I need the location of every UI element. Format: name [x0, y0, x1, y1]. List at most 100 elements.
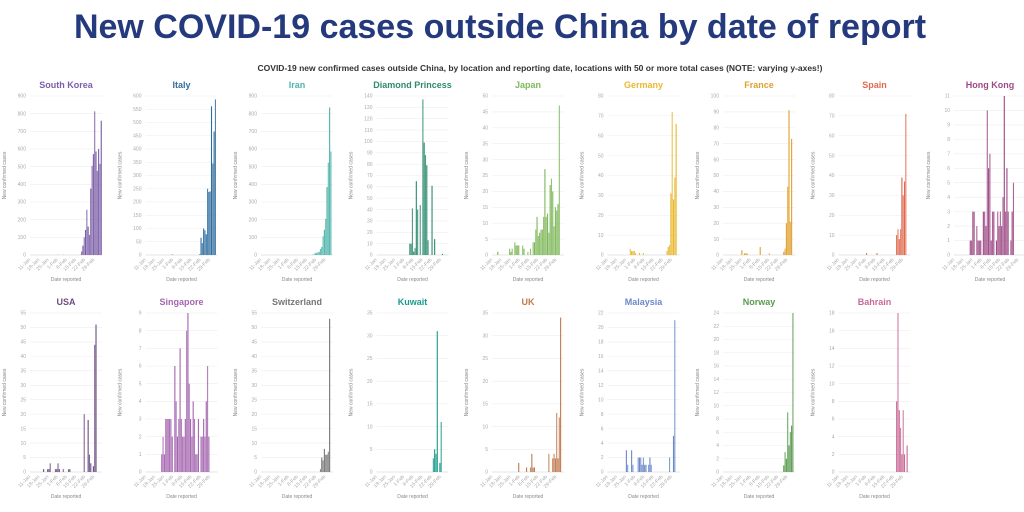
- y-tick-label: 0: [370, 470, 373, 476]
- bar: [993, 211, 995, 255]
- bar: [558, 417, 560, 472]
- y-tick-label: 40: [367, 207, 373, 213]
- bar: [83, 414, 85, 472]
- bar: [638, 253, 641, 255]
- y-axis-label: New confirmed cases: [2, 368, 8, 416]
- bar: [557, 204, 559, 255]
- y-tick-label: 30: [367, 219, 373, 225]
- bar: [67, 469, 70, 472]
- y-tick-label: 800: [249, 111, 258, 117]
- bar: [516, 245, 518, 255]
- bar: [426, 165, 428, 255]
- bar: [84, 229, 87, 255]
- bar: [554, 207, 556, 255]
- bar: [415, 181, 417, 255]
- y-axis-label: New confirmed cases: [464, 151, 470, 199]
- y-tick-label: 90: [713, 110, 719, 116]
- y-tick-label: 700: [249, 129, 258, 135]
- x-axis-label: Date reported: [975, 277, 1006, 283]
- bar: [1012, 182, 1015, 255]
- bar: [560, 317, 562, 472]
- bar: [90, 463, 92, 472]
- panel-france: France 0 10 20 30 40 50 60 70 80 90 100 New confirme…: [695, 80, 795, 283]
- bar: [329, 318, 331, 472]
- y-tick-label: 7: [139, 346, 142, 352]
- y-tick-label: 700: [18, 129, 27, 135]
- y-tick-label: 0: [832, 470, 835, 476]
- bar: [193, 419, 196, 472]
- bar: [213, 131, 215, 255]
- bar: [527, 251, 529, 255]
- bar: [200, 237, 202, 255]
- bar: [62, 469, 64, 472]
- bar: [1002, 197, 1004, 255]
- bar: [207, 188, 209, 255]
- bar: [207, 366, 209, 472]
- y-tick-label: 10: [829, 233, 835, 239]
- bar: [170, 419, 172, 472]
- y-tick-label: 0: [254, 470, 257, 476]
- bar: [327, 451, 329, 472]
- y-tick-label: 10: [944, 108, 950, 114]
- bar: [641, 464, 643, 472]
- bar: [330, 151, 332, 255]
- bar: [900, 427, 902, 472]
- bar: [640, 457, 642, 472]
- y-tick-label: 0: [370, 253, 373, 259]
- y-tick-label: 30: [367, 333, 373, 339]
- y-tick-label: 20: [482, 189, 488, 195]
- y-tick-label: 20: [251, 412, 257, 418]
- bar: [169, 419, 171, 472]
- bar: [319, 248, 322, 255]
- bar: [199, 254, 201, 255]
- y-tick-label: 16: [713, 364, 719, 370]
- panel-spain: Spain 0 10 20 30 40 50 60 70 80 New confirmed case…: [811, 80, 911, 283]
- y-tick-label: 500: [133, 120, 142, 126]
- bar: [434, 449, 436, 472]
- bar: [789, 432, 791, 472]
- bar: [537, 235, 539, 255]
- bar: [179, 348, 181, 472]
- panel-usa: USA 0 5 10 15 20 25 30 35 40 45 50 55 New confirmed c…: [2, 297, 102, 500]
- y-tick-label: 6: [139, 364, 142, 370]
- y-tick-label: 25: [251, 397, 257, 403]
- bar: [995, 240, 997, 255]
- y-tick-label: 3: [139, 417, 142, 423]
- y-tick-label: 50: [713, 173, 719, 179]
- bar: [92, 154, 94, 255]
- bar: [991, 211, 994, 255]
- y-tick-label: 10: [251, 441, 257, 447]
- y-axis-label: New confirmed cases: [2, 151, 8, 199]
- y-tick-label: 6: [601, 426, 604, 432]
- y-tick-label: 30: [482, 333, 488, 339]
- y-tick-label: 24: [713, 311, 719, 317]
- bar: [419, 205, 421, 255]
- y-tick-label: 300: [249, 200, 258, 206]
- y-tick-label: 3: [947, 209, 950, 215]
- y-tick-label: 20: [829, 213, 835, 219]
- bar: [543, 216, 545, 255]
- y-tick-label: 80: [367, 162, 373, 168]
- bar: [441, 253, 444, 255]
- x-axis-label: Date reported: [513, 277, 544, 283]
- bar: [674, 320, 676, 472]
- y-tick-label: 250: [133, 186, 142, 192]
- bar: [558, 105, 560, 255]
- y-tick-label: 25: [482, 356, 488, 362]
- y-tick-label: 100: [18, 235, 27, 241]
- y-axis-label: New confirmed cases: [811, 151, 817, 199]
- bar: [317, 252, 319, 255]
- bar: [88, 234, 91, 255]
- y-axis-label: New confirmed cases: [118, 151, 124, 199]
- y-tick-label: 6: [832, 417, 835, 423]
- bar: [901, 454, 903, 472]
- bar: [100, 120, 102, 255]
- bar: [171, 436, 173, 472]
- bar: [166, 419, 168, 472]
- bar: [986, 110, 988, 255]
- y-tick-label: 0: [139, 470, 142, 476]
- bar: [672, 199, 675, 255]
- bar: [526, 467, 528, 472]
- bar: [440, 422, 442, 472]
